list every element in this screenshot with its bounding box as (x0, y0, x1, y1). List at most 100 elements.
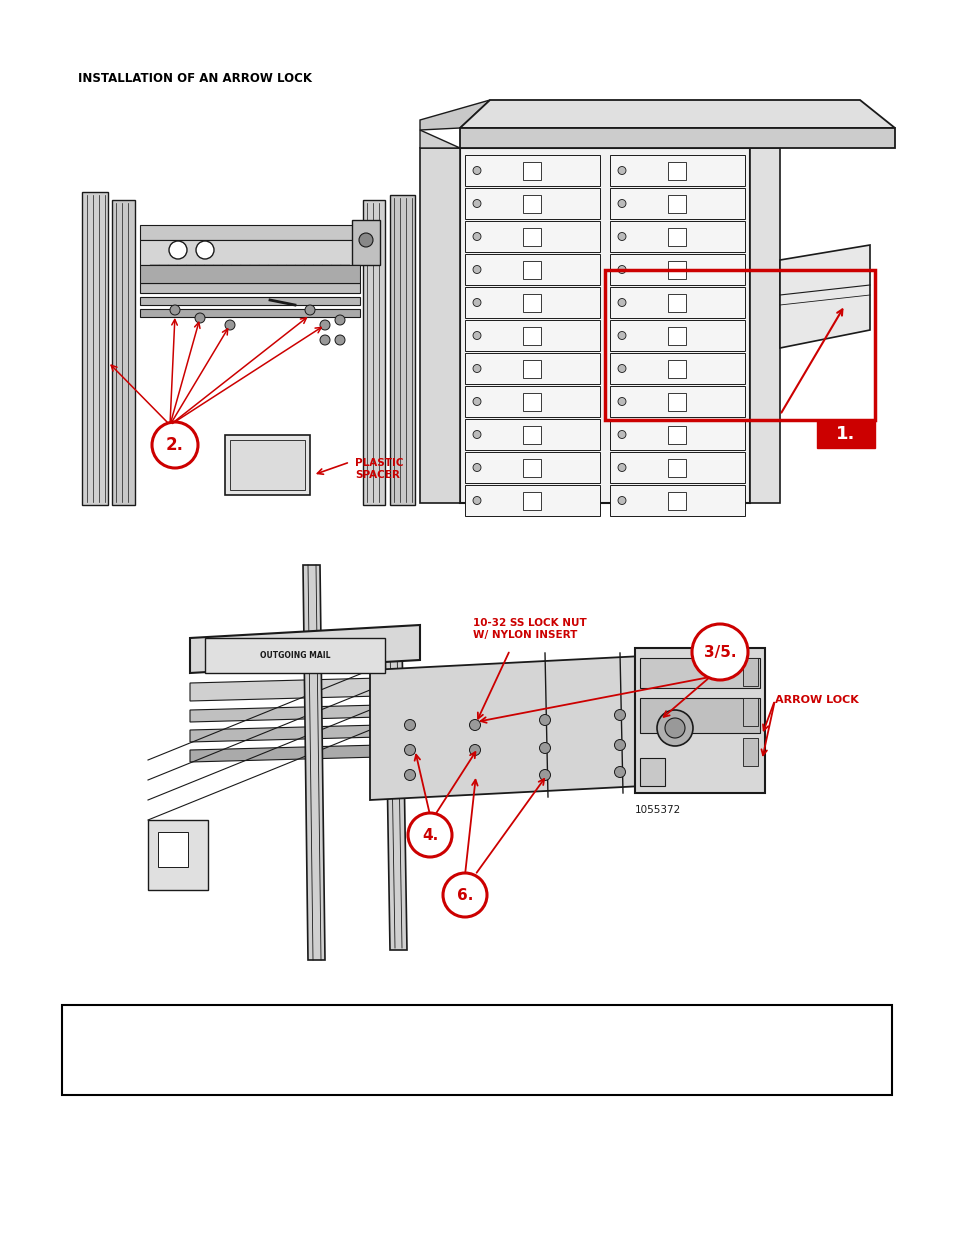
Circle shape (473, 364, 480, 373)
Bar (464, 387, 599, 417)
Bar (609, 221, 744, 252)
Polygon shape (82, 191, 108, 505)
Bar (459, 148, 749, 503)
Polygon shape (363, 200, 385, 505)
Bar (523, 194, 541, 212)
Circle shape (408, 813, 452, 857)
Bar (523, 162, 541, 179)
Polygon shape (213, 266, 222, 280)
Circle shape (618, 463, 625, 472)
Circle shape (539, 715, 550, 725)
Circle shape (473, 398, 480, 405)
Text: 6.: 6. (456, 888, 473, 903)
Circle shape (618, 232, 625, 241)
Bar (609, 387, 744, 417)
Circle shape (614, 767, 625, 778)
Circle shape (473, 167, 480, 174)
Bar (635, 648, 764, 793)
Bar (523, 227, 541, 246)
Bar (668, 227, 686, 246)
Bar (639, 758, 664, 785)
Polygon shape (385, 640, 407, 950)
Bar (742, 739, 758, 766)
Polygon shape (241, 266, 250, 280)
Circle shape (195, 241, 213, 259)
Bar (609, 419, 744, 450)
Circle shape (469, 720, 480, 730)
Circle shape (194, 312, 205, 324)
Polygon shape (186, 266, 195, 280)
Bar (464, 452, 599, 483)
Circle shape (473, 266, 480, 273)
Circle shape (152, 422, 198, 468)
Bar (609, 188, 744, 219)
Polygon shape (232, 266, 241, 280)
Circle shape (473, 200, 480, 207)
Text: 1055372: 1055372 (635, 805, 680, 815)
Bar (668, 326, 686, 345)
Bar (352, 220, 379, 266)
Circle shape (335, 315, 345, 325)
Circle shape (473, 431, 480, 438)
Circle shape (404, 745, 416, 756)
Polygon shape (340, 266, 350, 280)
Bar (609, 287, 744, 317)
Bar (464, 353, 599, 384)
Bar (464, 221, 599, 252)
Bar (639, 698, 760, 734)
Text: PLASTIC
SPACER: PLASTIC SPACER (355, 458, 403, 479)
Circle shape (539, 742, 550, 753)
Bar (668, 393, 686, 410)
Bar (140, 283, 359, 293)
Polygon shape (190, 735, 760, 762)
Circle shape (473, 331, 480, 340)
Circle shape (442, 873, 486, 918)
Circle shape (404, 769, 416, 781)
Bar (742, 698, 758, 726)
Circle shape (618, 331, 625, 340)
Bar (230, 440, 305, 490)
Bar (464, 156, 599, 186)
Circle shape (473, 299, 480, 306)
Text: 4.: 4. (421, 827, 437, 842)
Circle shape (691, 624, 747, 680)
Text: ARROW LOCK: ARROW LOCK (774, 695, 858, 705)
Bar (668, 458, 686, 477)
Bar (523, 458, 541, 477)
Bar (464, 485, 599, 516)
Polygon shape (322, 266, 332, 280)
Bar (609, 156, 744, 186)
Bar (140, 225, 359, 240)
Polygon shape (419, 148, 459, 503)
Polygon shape (112, 200, 135, 505)
Bar (523, 326, 541, 345)
Bar (609, 254, 744, 285)
Circle shape (473, 232, 480, 241)
Circle shape (469, 745, 480, 756)
Circle shape (618, 398, 625, 405)
Circle shape (225, 320, 234, 330)
Circle shape (473, 463, 480, 472)
Bar (158, 832, 188, 867)
Bar (140, 266, 359, 283)
Circle shape (404, 720, 416, 730)
Bar (742, 658, 758, 685)
Polygon shape (159, 266, 168, 280)
Polygon shape (459, 128, 894, 148)
Polygon shape (332, 266, 340, 280)
Bar (639, 658, 760, 688)
Bar (464, 419, 599, 450)
Circle shape (473, 496, 480, 505)
Polygon shape (190, 625, 419, 673)
Bar (148, 820, 208, 890)
Circle shape (618, 496, 625, 505)
Text: 10-32 SS LOCK NUT
W/ NYLON INSERT: 10-32 SS LOCK NUT W/ NYLON INSERT (473, 618, 586, 640)
Bar (523, 359, 541, 378)
Polygon shape (222, 266, 232, 280)
Circle shape (170, 305, 180, 315)
Bar (140, 240, 359, 266)
Circle shape (618, 200, 625, 207)
Circle shape (614, 709, 625, 720)
Circle shape (657, 710, 692, 746)
Polygon shape (304, 266, 314, 280)
